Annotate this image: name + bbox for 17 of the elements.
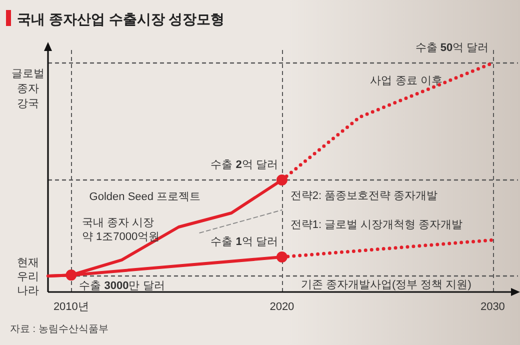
text: 현재 우리 나라 [17,257,39,297]
annotation: 수출 2억 달러 [210,159,278,172]
annotation: 수출 1억 달러 [210,236,278,248]
annotation: 기존 종자개발사업(정부 정책 지원) [300,279,472,291]
x-tick-label: 2030 [480,301,505,313]
annotation: 수출 3000만 달러 [79,280,165,292]
annotation: 국내 종자 시장 약 1조7000억원 [82,217,160,243]
annotation: 전략2: 품종보호전략 종자개발 [290,190,438,202]
text: 글로벌 종자 강국 [12,68,44,110]
chart-title: 국내 종자산업 수출시장 성장모형 [17,11,225,27]
text: 자료 : 농림수산식품부 [10,324,108,335]
annotation: 수출 50억 달러 [415,42,489,54]
annotation: Golden Seed 프로젝트 [89,191,201,203]
annotation: 전략1: 글로벌 시장개척형 종자개발 [290,219,463,231]
x-tick-label: 2020 [270,301,294,313]
x-tick-label: 2010년 [53,301,89,313]
annotation: 사업 종료 이후 [370,75,442,87]
